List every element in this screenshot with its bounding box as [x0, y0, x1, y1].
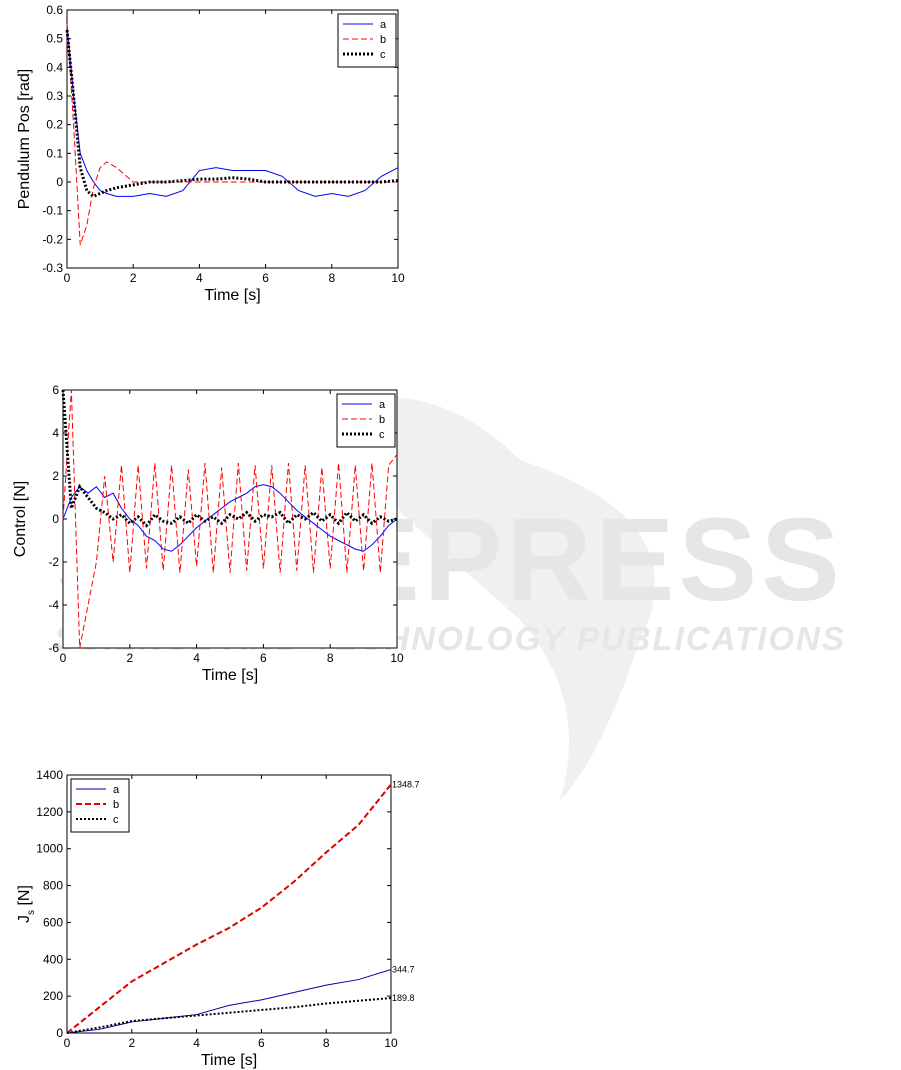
y-axis-label: Js [N] [16, 885, 37, 923]
legend-box [336, 393, 396, 448]
x-tick-label: 4 [193, 1036, 200, 1050]
legend-label: a [379, 399, 386, 411]
end-label: 189.8 [392, 993, 415, 1003]
x-tick-label: 2 [126, 651, 133, 665]
legend-label: c [380, 49, 386, 61]
y-tick-label: 0.2 [46, 118, 63, 132]
y-axis-label: Control [N] [12, 481, 29, 557]
y-tick-label: 600 [43, 915, 63, 929]
x-tick-label: 6 [258, 1036, 265, 1050]
legend-label: c [379, 429, 385, 441]
y-tick-label: -0.3 [42, 261, 63, 275]
y-tick-label: -2 [48, 555, 59, 569]
x-tick-label: 8 [328, 271, 335, 285]
series-line [66, 24, 399, 197]
y-axis-label-main: J [16, 915, 33, 923]
x-tick-label: 10 [391, 271, 405, 285]
end-label: 344.7 [392, 964, 415, 974]
y-tick-label: 4 [52, 426, 59, 440]
legend-label: b [379, 414, 385, 426]
x-axis-label: Time [s] [204, 287, 260, 304]
x-tick-label: 4 [196, 271, 203, 285]
y-tick-label: 1000 [36, 842, 63, 856]
y-tick-label: 0.4 [46, 60, 63, 74]
series-line [61, 389, 398, 528]
x-tick-label: 8 [323, 1036, 330, 1050]
y-tick-label: -6 [48, 641, 59, 655]
y-tick-label: 0 [56, 1026, 63, 1040]
legend-label: b [380, 34, 386, 46]
y-tick-label: 0 [56, 175, 63, 189]
y-tick-label: 800 [43, 879, 63, 893]
x-tick-label: 0 [64, 271, 71, 285]
chart: 0 2 4 6 8 10 0 200 400 600 800 1000 1200 1400 Time [s]… [16, 768, 420, 1069]
legend-box [337, 13, 397, 68]
series-line [66, 24, 398, 246]
y-tick-label: 0.1 [46, 146, 63, 160]
y-tick-label: 0.6 [46, 3, 63, 17]
x-tick-label: 8 [327, 651, 334, 665]
y-tick-label: 1200 [36, 805, 63, 819]
legend-label: a [380, 19, 387, 31]
end-label: 1348.7 [392, 779, 420, 789]
series-line [66, 969, 392, 1034]
chart: 0 2 4 6 8 10 -0.3 -0.2 -0.1 0 0.1 0.2 0.3 0.4 0.5 0.6 Ti… [16, 3, 405, 304]
x-tick-label: 10 [384, 1036, 398, 1050]
y-tick-label: 400 [43, 952, 63, 966]
y-tick-label: 6 [52, 383, 59, 397]
y-tick-label: -4 [48, 598, 59, 612]
y-tick-label: 0 [52, 512, 59, 526]
series-line [66, 783, 392, 1034]
x-tick-label: 0 [60, 651, 67, 665]
y-tick-label: 2 [52, 469, 59, 483]
y-tick-label: -0.2 [42, 232, 63, 246]
x-tick-label: 6 [262, 271, 269, 285]
x-tick-label: 2 [128, 1036, 135, 1050]
y-tick-label: 200 [43, 989, 63, 1003]
x-tick-label: 0 [64, 1036, 71, 1050]
x-tick-label: 10 [390, 651, 404, 665]
legend-label: a [113, 784, 120, 796]
x-tick-label: 4 [193, 651, 200, 665]
y-tick-label: 1400 [36, 768, 63, 782]
y-tick-label: -0.1 [42, 204, 63, 218]
series-line [62, 389, 398, 649]
x-tick-label: 6 [260, 651, 267, 665]
x-axis-label: Time [s] [201, 1052, 257, 1069]
y-axis-label: Pendulum Pos [rad] [16, 69, 33, 210]
legend-box [70, 778, 130, 833]
y-axis-label-sub: s [26, 910, 37, 915]
x-axis-label: Time [s] [202, 667, 258, 684]
y-axis-label-rest: [N] [16, 885, 33, 910]
legend-label: c [113, 814, 119, 826]
x-tick-label: 2 [130, 271, 137, 285]
legend-label: b [113, 799, 119, 811]
y-tick-label: 0.5 [46, 32, 63, 46]
y-tick-label: 0.3 [46, 89, 63, 103]
